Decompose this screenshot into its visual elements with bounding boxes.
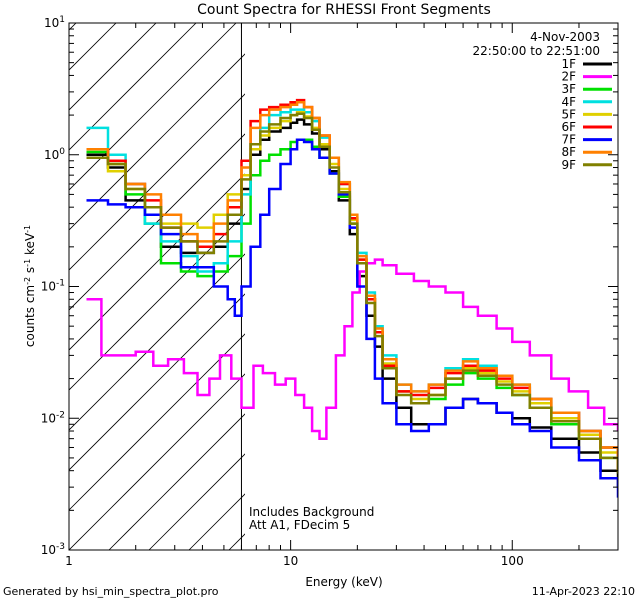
legend-label-9F: 9F	[561, 158, 576, 172]
series-line-9F	[86, 112, 618, 474]
hatch-line	[69, 253, 245, 431]
x-tick-label: 1	[65, 554, 73, 568]
hatch-line	[269, 0, 640, 550]
y-axis-label: counts cm-2 s-1 keV-1	[23, 225, 38, 347]
legend-label-6F: 6F	[561, 120, 576, 134]
legend-label-7F: 7F	[561, 133, 576, 147]
series-line-2F	[86, 258, 618, 440]
generated-at-label: 11-Apr-2023 22:10	[532, 585, 635, 598]
x-tick-label: 100	[501, 554, 524, 568]
hatch-line	[69, 53, 245, 231]
series-line-4F	[86, 108, 618, 464]
chart-title: Count Spectra for RHESSI Front Segments	[197, 2, 491, 18]
y-label-part-5: -1	[23, 225, 32, 233]
hatch-line	[69, 133, 245, 311]
hatch-line	[69, 173, 245, 351]
hatch-line	[69, 333, 245, 511]
x-tick-label: 10	[283, 554, 298, 568]
y-tick-label: 10-1	[41, 279, 65, 294]
hatch-line	[0, 0, 109, 550]
y-label-part-1: -2	[23, 277, 32, 285]
hatch-line	[69, 23, 117, 71]
y-label-part-3: -1	[23, 259, 32, 267]
annotation-attenuator: Att A1, FDecim 5	[249, 518, 350, 532]
hatch-line	[69, 293, 245, 471]
x-axis-label: Energy (keV)	[305, 575, 382, 589]
hatch-line	[108, 413, 245, 550]
hatch-line	[69, 23, 237, 191]
y-tick-label: 101	[44, 15, 65, 30]
legend-label-8F: 8F	[561, 145, 576, 159]
legend-label-5F: 5F	[561, 107, 576, 121]
hatch-line	[228, 533, 245, 550]
series-group	[86, 98, 618, 498]
annotation-background: Includes Background	[249, 505, 374, 519]
y-label-part-4: keV	[23, 232, 37, 259]
y-label-part-2: s	[23, 267, 37, 277]
series-line-8F	[86, 101, 618, 464]
hatched-region	[0, 0, 640, 550]
time-range-label: 22:50:00 to 22:51:00	[473, 44, 600, 58]
y-tick-label: 100	[44, 147, 65, 162]
hatch-line	[69, 23, 157, 111]
series-line-6F	[86, 98, 618, 471]
y-axis-ticks: 101 100 10-1 10-2 10-3	[41, 15, 618, 557]
y-tick-label: 10-2	[41, 410, 65, 425]
plot-frame	[68, 22, 619, 551]
hatch-line	[69, 373, 245, 550]
legend-label-2F: 2F	[561, 70, 576, 84]
legend-label-1F: 1F	[561, 57, 576, 71]
generated-by-label: Generated by hsi_min_spectra_plot.pro	[3, 585, 219, 598]
x-axis-ticks: 1 10 100	[65, 23, 619, 568]
legend-label-3F: 3F	[561, 82, 576, 96]
hatch-line	[69, 93, 245, 271]
hatch-line	[69, 213, 245, 391]
y-label-part-0: counts cm	[23, 285, 37, 347]
y-tick-label: 10-3	[41, 542, 65, 557]
date-label: 4-Nov-2003	[530, 30, 600, 44]
hatch-line	[69, 23, 197, 151]
legend-label-4F: 4F	[561, 95, 576, 109]
